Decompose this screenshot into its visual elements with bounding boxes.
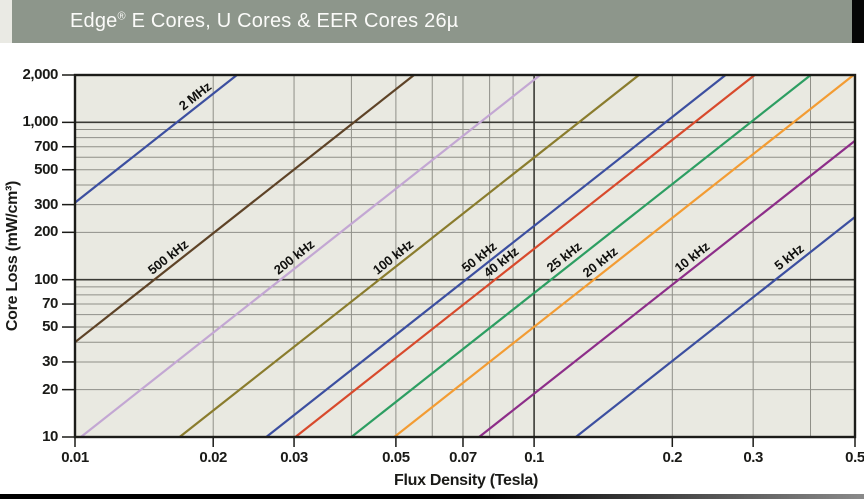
series-label: 25 kHz <box>544 238 585 276</box>
series-label: 2 MHz <box>175 78 214 114</box>
series-line <box>350 74 812 438</box>
series-label: 20 kHz <box>579 244 621 281</box>
y-tick-label: 20 <box>42 380 58 398</box>
header-left-strip <box>0 0 12 43</box>
y-tick-label: 2,000 <box>22 66 58 83</box>
series-line <box>575 216 856 438</box>
series-line <box>265 74 727 438</box>
page-title-brand: Edge <box>70 10 118 32</box>
x-tick-label: 0.03 <box>280 449 308 466</box>
y-tick-label: 700 <box>34 137 58 155</box>
series-line <box>80 74 541 438</box>
x-tick-label: 0.05 <box>382 449 410 466</box>
bottom-bar <box>0 494 864 499</box>
y-tick-label: 1,000 <box>22 113 58 131</box>
header-bar: Edge® E Cores, U Cores & EER Cores 26µ <box>12 0 852 43</box>
registered-mark-icon: ® <box>117 10 126 23</box>
page-title-rest: E Cores, U Cores & EER Cores 26µ <box>125 10 459 32</box>
y-tick-label: 500 <box>34 160 58 178</box>
y-tick-label: 50 <box>42 318 58 336</box>
x-tick-label: 0.3 <box>743 449 763 466</box>
plot-border <box>73 73 857 439</box>
y-axis-title: Core Loss (mW/cm³) <box>4 180 21 332</box>
y-tick-label: 200 <box>34 223 58 241</box>
x-tick-label: 0.5 <box>845 449 864 466</box>
series-line <box>74 74 415 344</box>
y-tick-label: 30 <box>42 352 58 370</box>
header-corner-block <box>852 0 864 43</box>
series-label: 5 kHz <box>771 240 807 273</box>
y-tick-label: 10 <box>42 428 58 445</box>
page-title: Edge® E Cores, U Cores & EER Cores 26µ <box>12 10 459 33</box>
series-line <box>178 74 640 438</box>
series-label: 10 kHz <box>671 238 713 276</box>
x-tick-label: 0.02 <box>199 449 227 466</box>
series-line <box>478 139 856 438</box>
x-tick-label: 0.01 <box>61 449 89 466</box>
x-tick-label: 0.1 <box>524 449 544 466</box>
y-tick-label: 70 <box>42 295 58 313</box>
x-tick-label: 0.2 <box>662 449 683 466</box>
series-line <box>294 74 756 438</box>
y-tick-label: 300 <box>34 195 58 213</box>
y-tick-label: 100 <box>34 270 58 288</box>
x-tick-label: 0.07 <box>449 449 477 466</box>
series-label: 500 kHz <box>144 236 191 278</box>
x-axis-title: Flux Density (Tesla) <box>394 472 538 489</box>
series-label: 100 kHz <box>369 236 416 278</box>
series-line <box>393 74 855 438</box>
series-line <box>74 74 238 204</box>
series-label: 200 kHz <box>270 236 318 278</box>
